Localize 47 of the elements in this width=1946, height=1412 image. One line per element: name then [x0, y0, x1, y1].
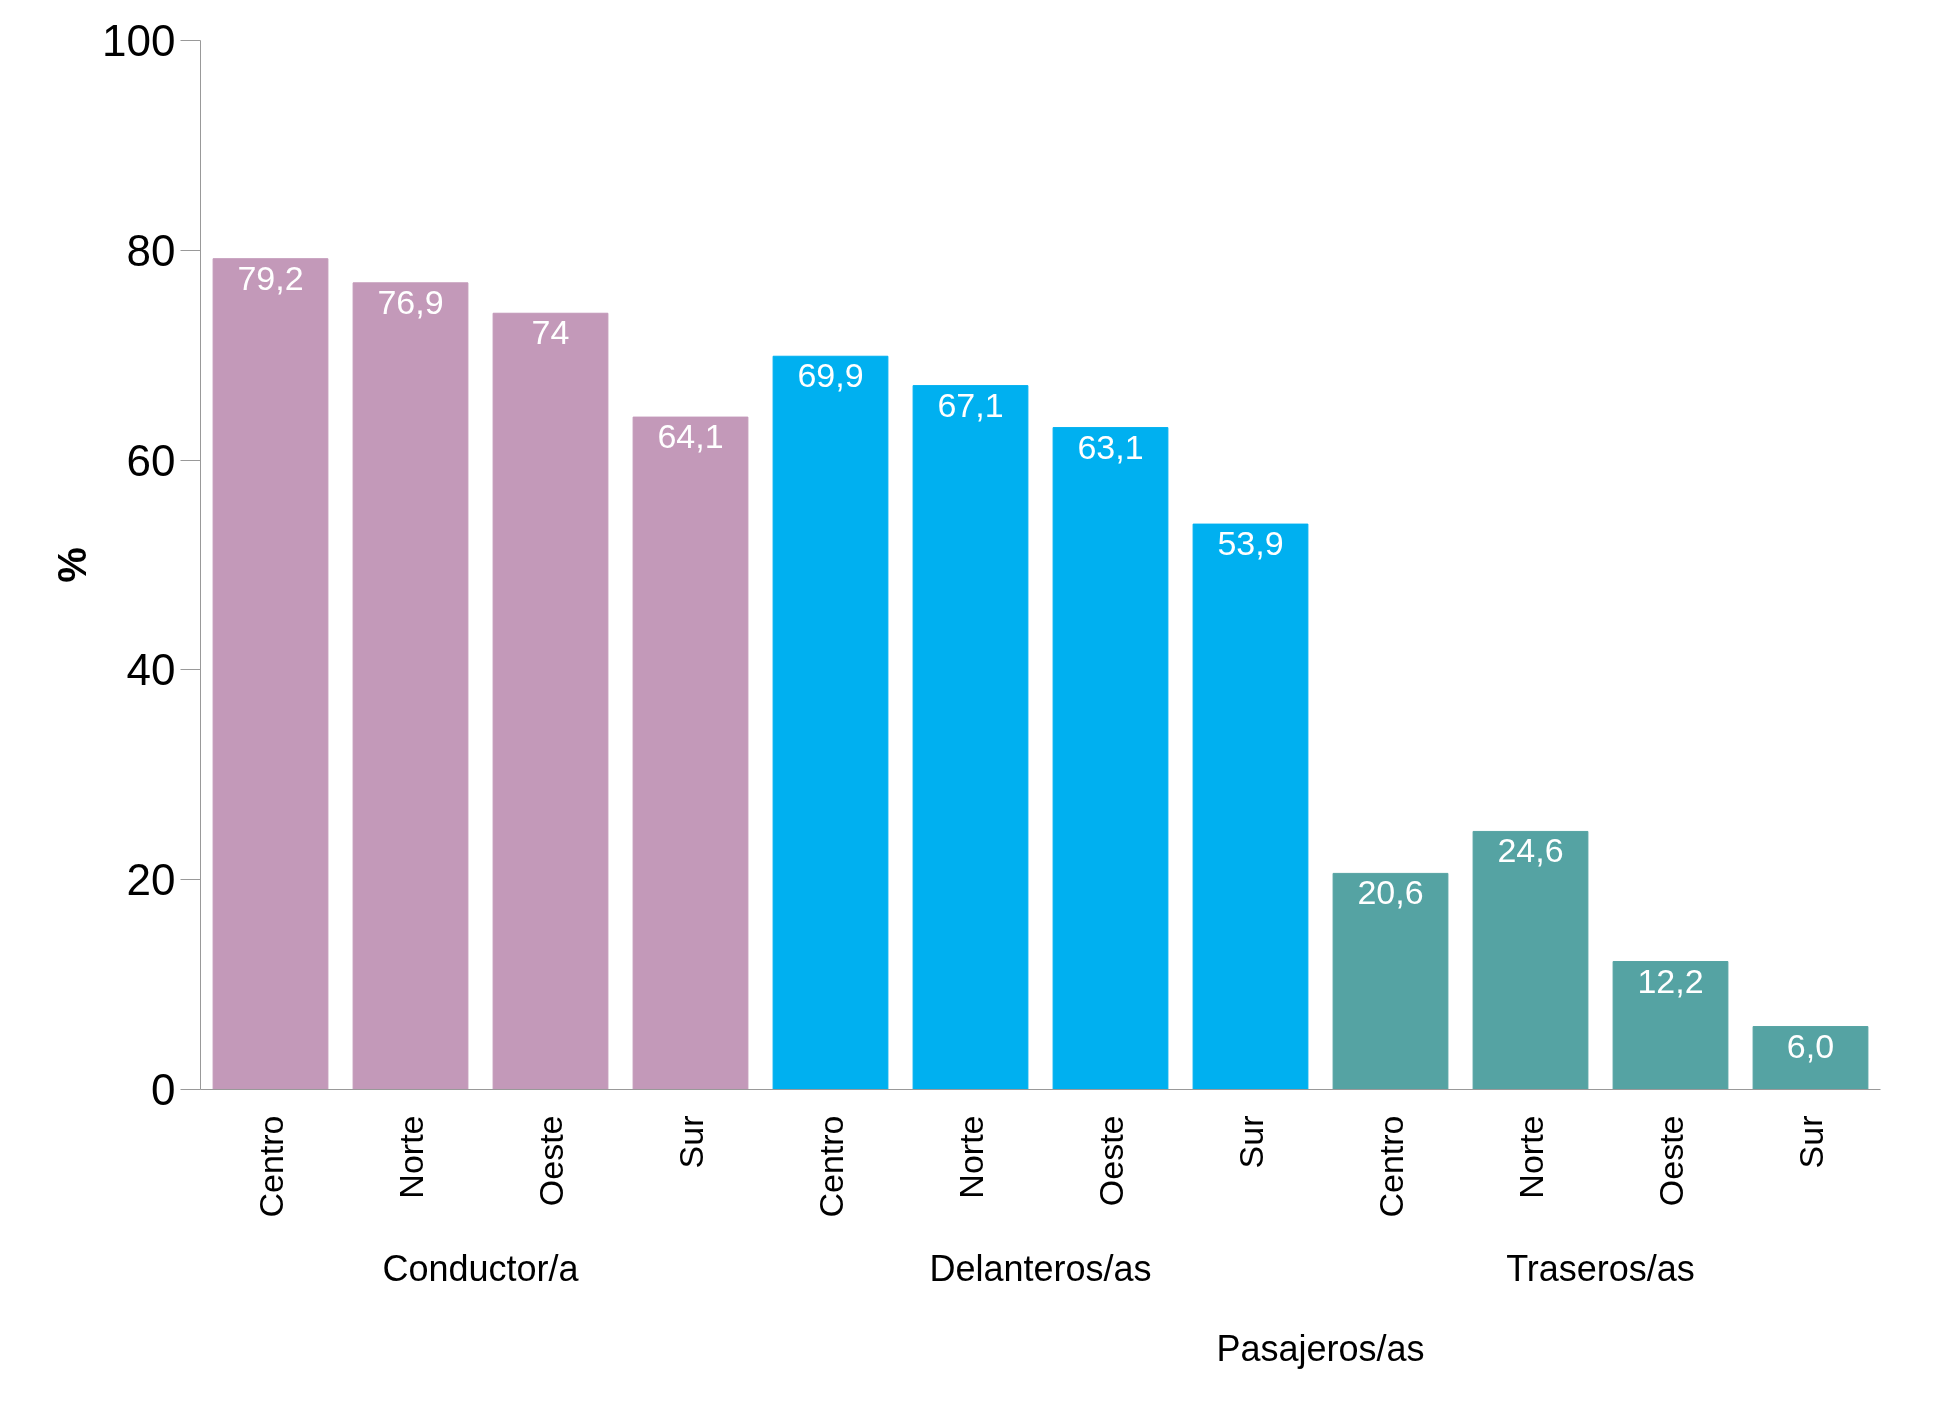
data-label: 67,1: [937, 385, 1004, 424]
data-label: 64,1: [657, 417, 724, 456]
bar: [1332, 872, 1449, 1090]
x-tick-label: Oeste: [1091, 1115, 1130, 1207]
bar: [1612, 961, 1729, 1090]
bar: [352, 282, 469, 1090]
y-tick-label: 60: [126, 435, 176, 485]
data-label: 63,1: [1077, 427, 1144, 466]
data-label: 53,9: [1217, 524, 1284, 563]
text: Delanteros/as: [929, 1247, 1152, 1289]
bar: [772, 355, 889, 1090]
y-axis-title: %: [50, 547, 95, 583]
data-label: 20,6: [1357, 873, 1424, 912]
x-tick-label: Norte: [1511, 1115, 1550, 1199]
bar: [632, 416, 749, 1090]
text: Traseros/as: [1506, 1247, 1695, 1289]
x-tick-label: Norte: [391, 1115, 430, 1199]
bar: [912, 385, 1029, 1090]
bar: [1752, 1026, 1869, 1090]
data-label: 12,2: [1637, 961, 1704, 1000]
x-tick-label: Sur: [1791, 1115, 1830, 1169]
y-tick-label: 100: [102, 16, 176, 65]
data-label: 74: [531, 313, 570, 352]
data-label: 24,6: [1497, 831, 1564, 870]
x-tick-label: Oeste: [1651, 1115, 1690, 1207]
x-tick-label: Centro: [811, 1115, 850, 1218]
data-label: 69,9: [797, 356, 864, 395]
x-tick-label: Centro: [1371, 1115, 1410, 1218]
bar: [1052, 427, 1169, 1090]
x-tick-label: Sur: [671, 1115, 710, 1169]
data-label: 79,2: [237, 258, 304, 297]
y-tick-label: 0: [151, 1065, 176, 1114]
data-label: 6,0: [1786, 1026, 1835, 1065]
y-tick-label: 20: [126, 855, 176, 905]
x-tick-label: Sur: [1231, 1115, 1270, 1169]
text: Conductor/a: [382, 1247, 580, 1289]
x-tick-label: Oeste: [531, 1115, 570, 1207]
y-tick-label: 40: [126, 645, 176, 695]
y-tick-label: 80: [126, 225, 176, 275]
bar: [212, 258, 329, 1090]
bar: [1192, 523, 1309, 1090]
bar: [1472, 830, 1589, 1090]
bar: [492, 312, 609, 1090]
data-label: 76,9: [377, 282, 444, 321]
text: Pasajeros/as: [1216, 1327, 1425, 1369]
x-tick-label: Norte: [951, 1115, 990, 1199]
x-tick-label: Centro: [251, 1115, 290, 1218]
